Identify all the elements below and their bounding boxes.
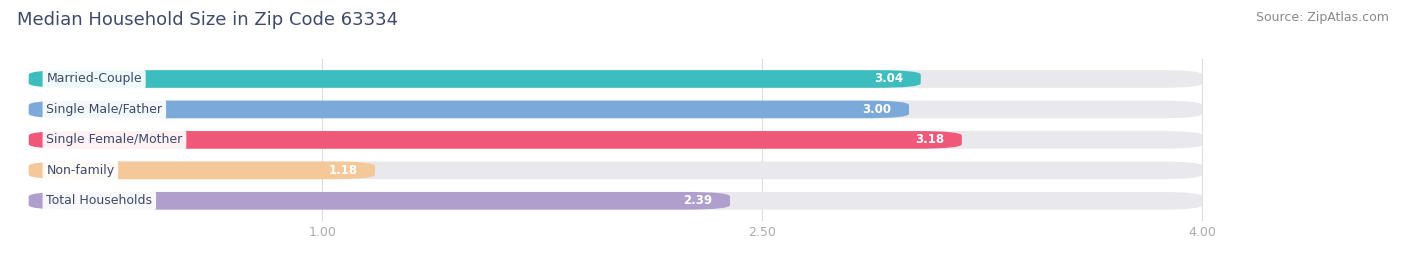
FancyBboxPatch shape bbox=[28, 131, 962, 149]
FancyBboxPatch shape bbox=[28, 161, 375, 179]
FancyBboxPatch shape bbox=[28, 70, 921, 88]
FancyBboxPatch shape bbox=[28, 192, 1202, 210]
Text: Single Male/Father: Single Male/Father bbox=[46, 103, 162, 116]
Text: 3.18: 3.18 bbox=[915, 133, 945, 146]
Text: Median Household Size in Zip Code 63334: Median Household Size in Zip Code 63334 bbox=[17, 11, 398, 29]
FancyBboxPatch shape bbox=[28, 161, 1202, 179]
Text: 1.18: 1.18 bbox=[328, 164, 357, 177]
Text: Non-family: Non-family bbox=[46, 164, 114, 177]
FancyBboxPatch shape bbox=[28, 70, 1202, 88]
FancyBboxPatch shape bbox=[28, 101, 1202, 118]
Text: 3.04: 3.04 bbox=[875, 72, 903, 86]
Text: Single Female/Mother: Single Female/Mother bbox=[46, 133, 183, 146]
FancyBboxPatch shape bbox=[28, 101, 910, 118]
FancyBboxPatch shape bbox=[28, 192, 730, 210]
Text: 3.00: 3.00 bbox=[862, 103, 891, 116]
Text: Married-Couple: Married-Couple bbox=[46, 72, 142, 86]
Text: 2.39: 2.39 bbox=[683, 194, 713, 207]
Text: Total Households: Total Households bbox=[46, 194, 152, 207]
FancyBboxPatch shape bbox=[28, 131, 1202, 149]
Text: Source: ZipAtlas.com: Source: ZipAtlas.com bbox=[1256, 11, 1389, 24]
